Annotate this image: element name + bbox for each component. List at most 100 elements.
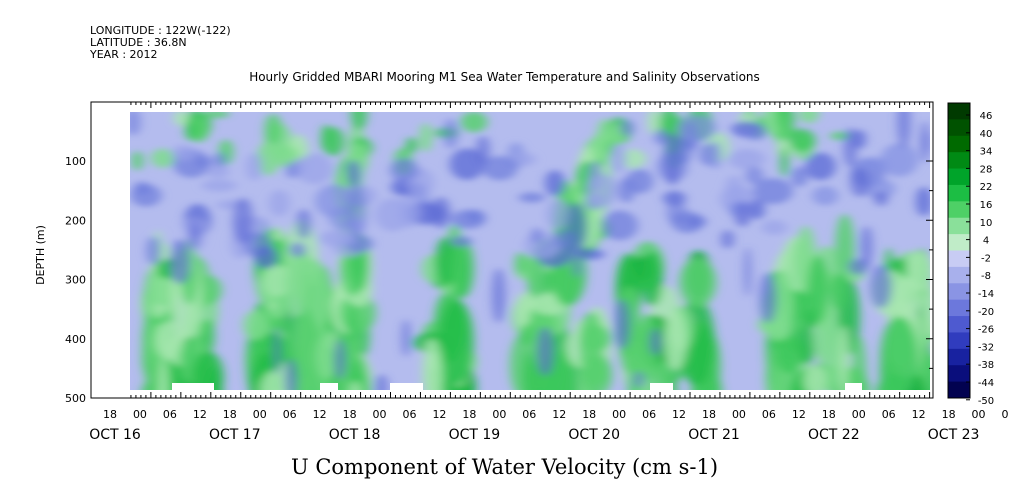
heatmap-cell	[830, 273, 848, 311]
heatmap-cell	[666, 198, 687, 225]
colorbar-swatch	[948, 381, 970, 399]
heatmap-cell	[641, 251, 663, 307]
heatmap-cell	[321, 127, 345, 157]
x-hour-label: 00	[492, 408, 506, 421]
x-day-label: OCT 19	[449, 427, 501, 443]
heatmap-cell	[921, 283, 930, 338]
heatmap-cell	[242, 310, 269, 341]
heatmap-cell	[296, 317, 323, 383]
heatmap-cell	[213, 152, 226, 169]
colorbar-label: -8	[981, 271, 991, 282]
colorbar-swatch	[948, 234, 970, 251]
heatmap-cell	[812, 186, 839, 206]
x-day-label: OCT 17	[209, 427, 261, 443]
data-gap	[172, 383, 214, 390]
heatmap-cell	[491, 268, 506, 324]
colorbar-swatch	[948, 135, 970, 153]
x-day-label: OCT 20	[568, 427, 620, 443]
heatmap-cell	[284, 358, 297, 390]
heatmap-cell	[614, 299, 630, 349]
heatmap-cell	[146, 236, 162, 265]
heatmap-cell	[803, 364, 827, 390]
heatmap-cell	[289, 241, 306, 258]
heatmap-cell	[268, 189, 290, 217]
heatmap-cell	[609, 143, 627, 173]
colorbar-label: 10	[980, 218, 993, 229]
colorbar-swatch	[948, 266, 970, 284]
heatmap-cell	[201, 318, 215, 354]
heatmap-cell	[580, 324, 611, 352]
colorbar-label: -2	[981, 253, 991, 264]
colorbar-swatch	[948, 348, 970, 366]
heatmap-cell	[349, 380, 361, 390]
heatmap-cell	[620, 119, 635, 137]
heatmap-cell	[261, 265, 292, 296]
colorbar-swatch	[948, 283, 970, 301]
colorbar-swatch	[948, 250, 970, 268]
heatmap-cell	[676, 115, 717, 142]
x-hour-label: 06	[642, 408, 656, 421]
y-tick-label: 400	[65, 333, 86, 346]
colorbar-swatch	[948, 119, 970, 137]
data-gap	[390, 383, 423, 390]
heatmap-cell	[431, 196, 451, 229]
heatmap-cell	[422, 338, 443, 390]
colorbar-label: -14	[978, 289, 994, 300]
colorbar-swatch	[948, 201, 970, 219]
heatmap-cell	[920, 120, 930, 163]
year-label: YEAR : 2012	[90, 48, 158, 61]
heatmap-cell	[837, 326, 850, 390]
x-hour-label: 18	[582, 408, 596, 421]
heatmap-cell	[745, 166, 764, 185]
heatmap-cell	[189, 218, 200, 248]
x-hour-label: 18	[223, 408, 237, 421]
colorbar-label: 34	[980, 147, 993, 158]
heatmap-cell	[254, 245, 278, 269]
colorbar-label: -50	[978, 396, 994, 407]
heatmap-cell	[443, 118, 459, 149]
heatmap-cell	[565, 202, 587, 255]
x-hour-label: 12	[313, 408, 327, 421]
heatmap-cell	[514, 252, 528, 275]
x-day-label: OCT 16	[89, 427, 141, 443]
heatmap-cell	[460, 112, 488, 133]
x-hour-label: 06	[163, 408, 177, 421]
y-axis-label: DEPTH (m)	[34, 225, 47, 285]
heatmap-cell	[397, 195, 422, 228]
heatmap-cell	[205, 165, 230, 178]
heatmap-cell	[874, 191, 888, 207]
x-hour-label: 06	[403, 408, 417, 421]
heatmap-cell	[130, 184, 162, 207]
heatmap-cell	[822, 309, 841, 390]
heatmap-cell	[734, 201, 751, 228]
heatmap-cell	[776, 333, 803, 374]
heatmap-cell	[315, 334, 337, 379]
heatmap-cell	[759, 272, 777, 324]
heatmap-cell	[536, 326, 554, 377]
colorbar-label: 28	[980, 164, 993, 175]
heatmap-cell	[518, 192, 545, 203]
heatmap-cell	[150, 148, 175, 168]
heatmap-cell	[851, 335, 867, 390]
x-hour-label: 00	[133, 408, 147, 421]
heatmap-cell	[401, 319, 411, 357]
colorbar-swatch	[948, 316, 970, 333]
x-hour-label: 18	[702, 408, 716, 421]
colorbar-label: -26	[978, 325, 994, 336]
heatmap-cell	[647, 112, 661, 135]
x-hour-label: 06	[1002, 408, 1009, 421]
heatmap-cell	[744, 123, 767, 141]
y-tick-label: 300	[65, 274, 86, 287]
heatmap-cell	[130, 112, 141, 136]
colorbar-swatch	[948, 184, 970, 202]
heatmap-cell	[169, 239, 191, 285]
heatmap-cell	[798, 326, 815, 365]
colorbar-swatch	[948, 365, 970, 383]
heatmap-cell	[319, 229, 357, 247]
colorbar-label: 46	[980, 111, 993, 122]
heatmap-cell	[273, 326, 281, 377]
x-hour-label: 00	[612, 408, 626, 421]
x-hour-label: 06	[762, 408, 776, 421]
heatmap-cell	[465, 209, 486, 224]
